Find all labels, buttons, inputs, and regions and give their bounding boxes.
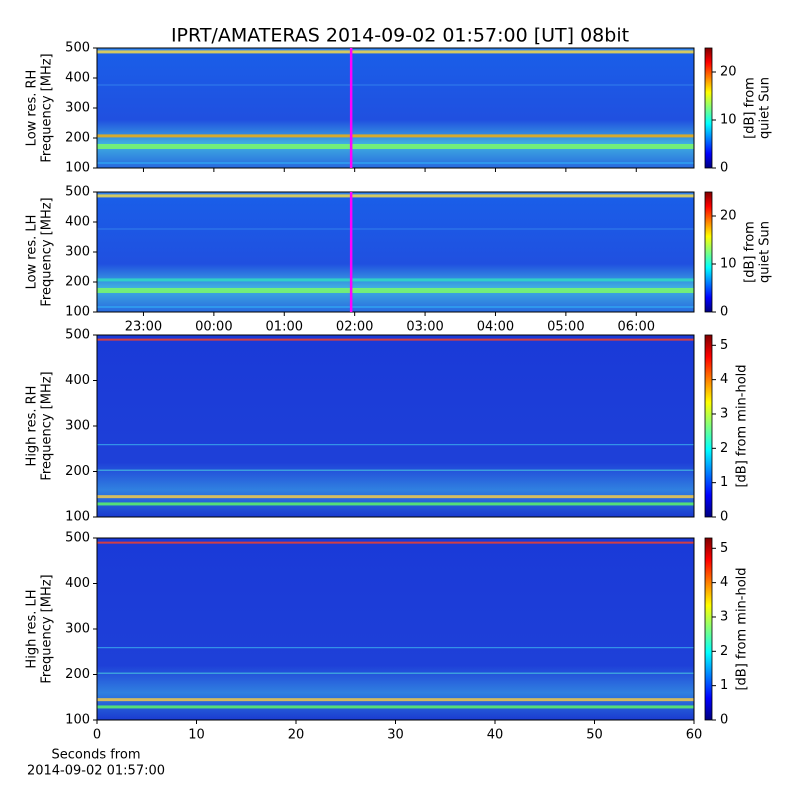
colorbar-tick-label: 1 [720,475,728,490]
spectral-band [97,502,694,506]
x-tick-label: 06:00 [618,320,655,335]
colorbar [704,334,713,518]
y-tick-label: 100 [65,161,90,176]
colorbar-tick-label: 5 [720,338,728,353]
spectral-band [97,338,694,341]
y-tick-label: 500 [65,531,90,546]
x-tick-label: 10 [188,728,205,743]
y-tick-label: 500 [65,185,90,200]
colorbar-tick-label: 4 [720,372,728,387]
x-axis-label: Seconds from [51,748,140,763]
spectral-band [97,541,694,544]
colorbar-label: quiet Sun [758,77,773,139]
y-tick-label: 100 [65,510,90,525]
y-axis-label: Frequency [MHz] [40,574,55,683]
y-tick-label: 300 [65,622,90,637]
colorbar-label: [dB] from min-hold [735,364,750,487]
colorbar-tick-label: 4 [720,575,728,590]
spectral-band [97,144,694,149]
spectral-band [97,444,694,446]
y-axis-label: High res. RH [25,386,40,467]
y-tick-label: 400 [65,373,90,388]
y-axis-label: Frequency [MHz] [40,53,55,162]
colorbar-tick-label: 2 [720,644,728,659]
y-tick-label: 400 [65,71,90,86]
x-tick-label: 01:00 [266,320,303,335]
x-tick-label: 40 [487,728,504,743]
spectral-band [97,647,694,649]
spectral-band [97,278,694,282]
colorbar [704,47,713,169]
spectral-band [97,134,694,138]
colorbar-tick-label: 10 [720,257,737,272]
colorbar-label: [dB] from min-hold [735,567,750,690]
spectral-band [97,288,694,293]
colorbar-tick-label: 3 [720,609,728,624]
x-tick-label: 50 [586,728,603,743]
y-axis-label: High res. LH [25,589,40,668]
y-tick-label: 100 [65,305,90,320]
spectral-band [97,228,694,230]
x-tick-label: 05:00 [547,320,584,335]
y-axis-label: Frequency [MHz] [40,371,55,480]
colorbar-label: quiet Sun [758,221,773,283]
heatmap [97,335,694,517]
spectral-band [97,495,694,499]
colorbar-tick-label: 2 [720,441,728,456]
y-axis-label: Low res. RH [25,70,40,147]
x-tick-label: 02:00 [336,320,373,335]
x-tick-label: 23:00 [125,320,162,335]
spectral-band [97,162,694,164]
x-tick-label: 0 [93,728,101,743]
colorbar-tick-label: 3 [720,406,728,421]
y-tick-label: 200 [65,667,90,682]
colorbar-tick-label: 1 [720,678,728,693]
colorbar-tick-label: 20 [720,209,737,224]
spectral-band [97,672,694,674]
colorbar-tick-label: 0 [720,510,728,525]
colorbar [704,191,713,313]
y-tick-label: 300 [65,101,90,116]
spectral-band [97,50,694,54]
x-tick-label: 20 [288,728,305,743]
spectral-band [97,698,694,702]
y-tick-label: 200 [65,464,90,479]
y-tick-label: 500 [65,328,90,343]
spectral-band [97,469,694,471]
x-tick-label: 00:00 [195,320,232,335]
y-tick-label: 100 [65,713,90,728]
colorbar-tick-label: 20 [720,65,737,80]
colorbar-tick-label: 10 [720,113,737,128]
colorbar-tick-label: 5 [720,541,728,556]
y-tick-label: 400 [65,215,90,230]
y-tick-label: 200 [65,275,90,290]
y-tick-label: 300 [65,245,90,260]
colorbar-label: [dB] from [743,221,758,283]
y-axis-label: Low res. LH [25,215,40,290]
colorbar [704,537,713,721]
colorbar-label: [dB] from [743,77,758,139]
spectral-band [97,306,694,308]
y-tick-label: 200 [65,131,90,146]
heatmap [97,192,694,312]
colorbar-tick-label: 0 [720,713,728,728]
heatmap [97,48,694,168]
y-tick-label: 300 [65,419,90,434]
x-tick-label: 30 [387,728,404,743]
spectral-band [97,194,694,198]
spectral-band [97,705,694,709]
figure-title: IPRT/AMATERAS 2014-09-02 01:57:00 [UT] 0… [171,25,629,47]
y-axis-label: Frequency [MHz] [40,197,55,306]
x-tick-label: 04:00 [477,320,514,335]
x-axis-label: 2014-09-02 01:57:00 [27,764,165,779]
y-tick-label: 500 [65,41,90,56]
x-tick-label: 03:00 [406,320,443,335]
x-tick-label: 60 [686,728,703,743]
spectral-band [97,84,694,86]
y-tick-label: 400 [65,576,90,591]
colorbar-tick-label: 0 [720,161,728,176]
heatmap [97,538,694,720]
colorbar-tick-label: 0 [720,305,728,320]
